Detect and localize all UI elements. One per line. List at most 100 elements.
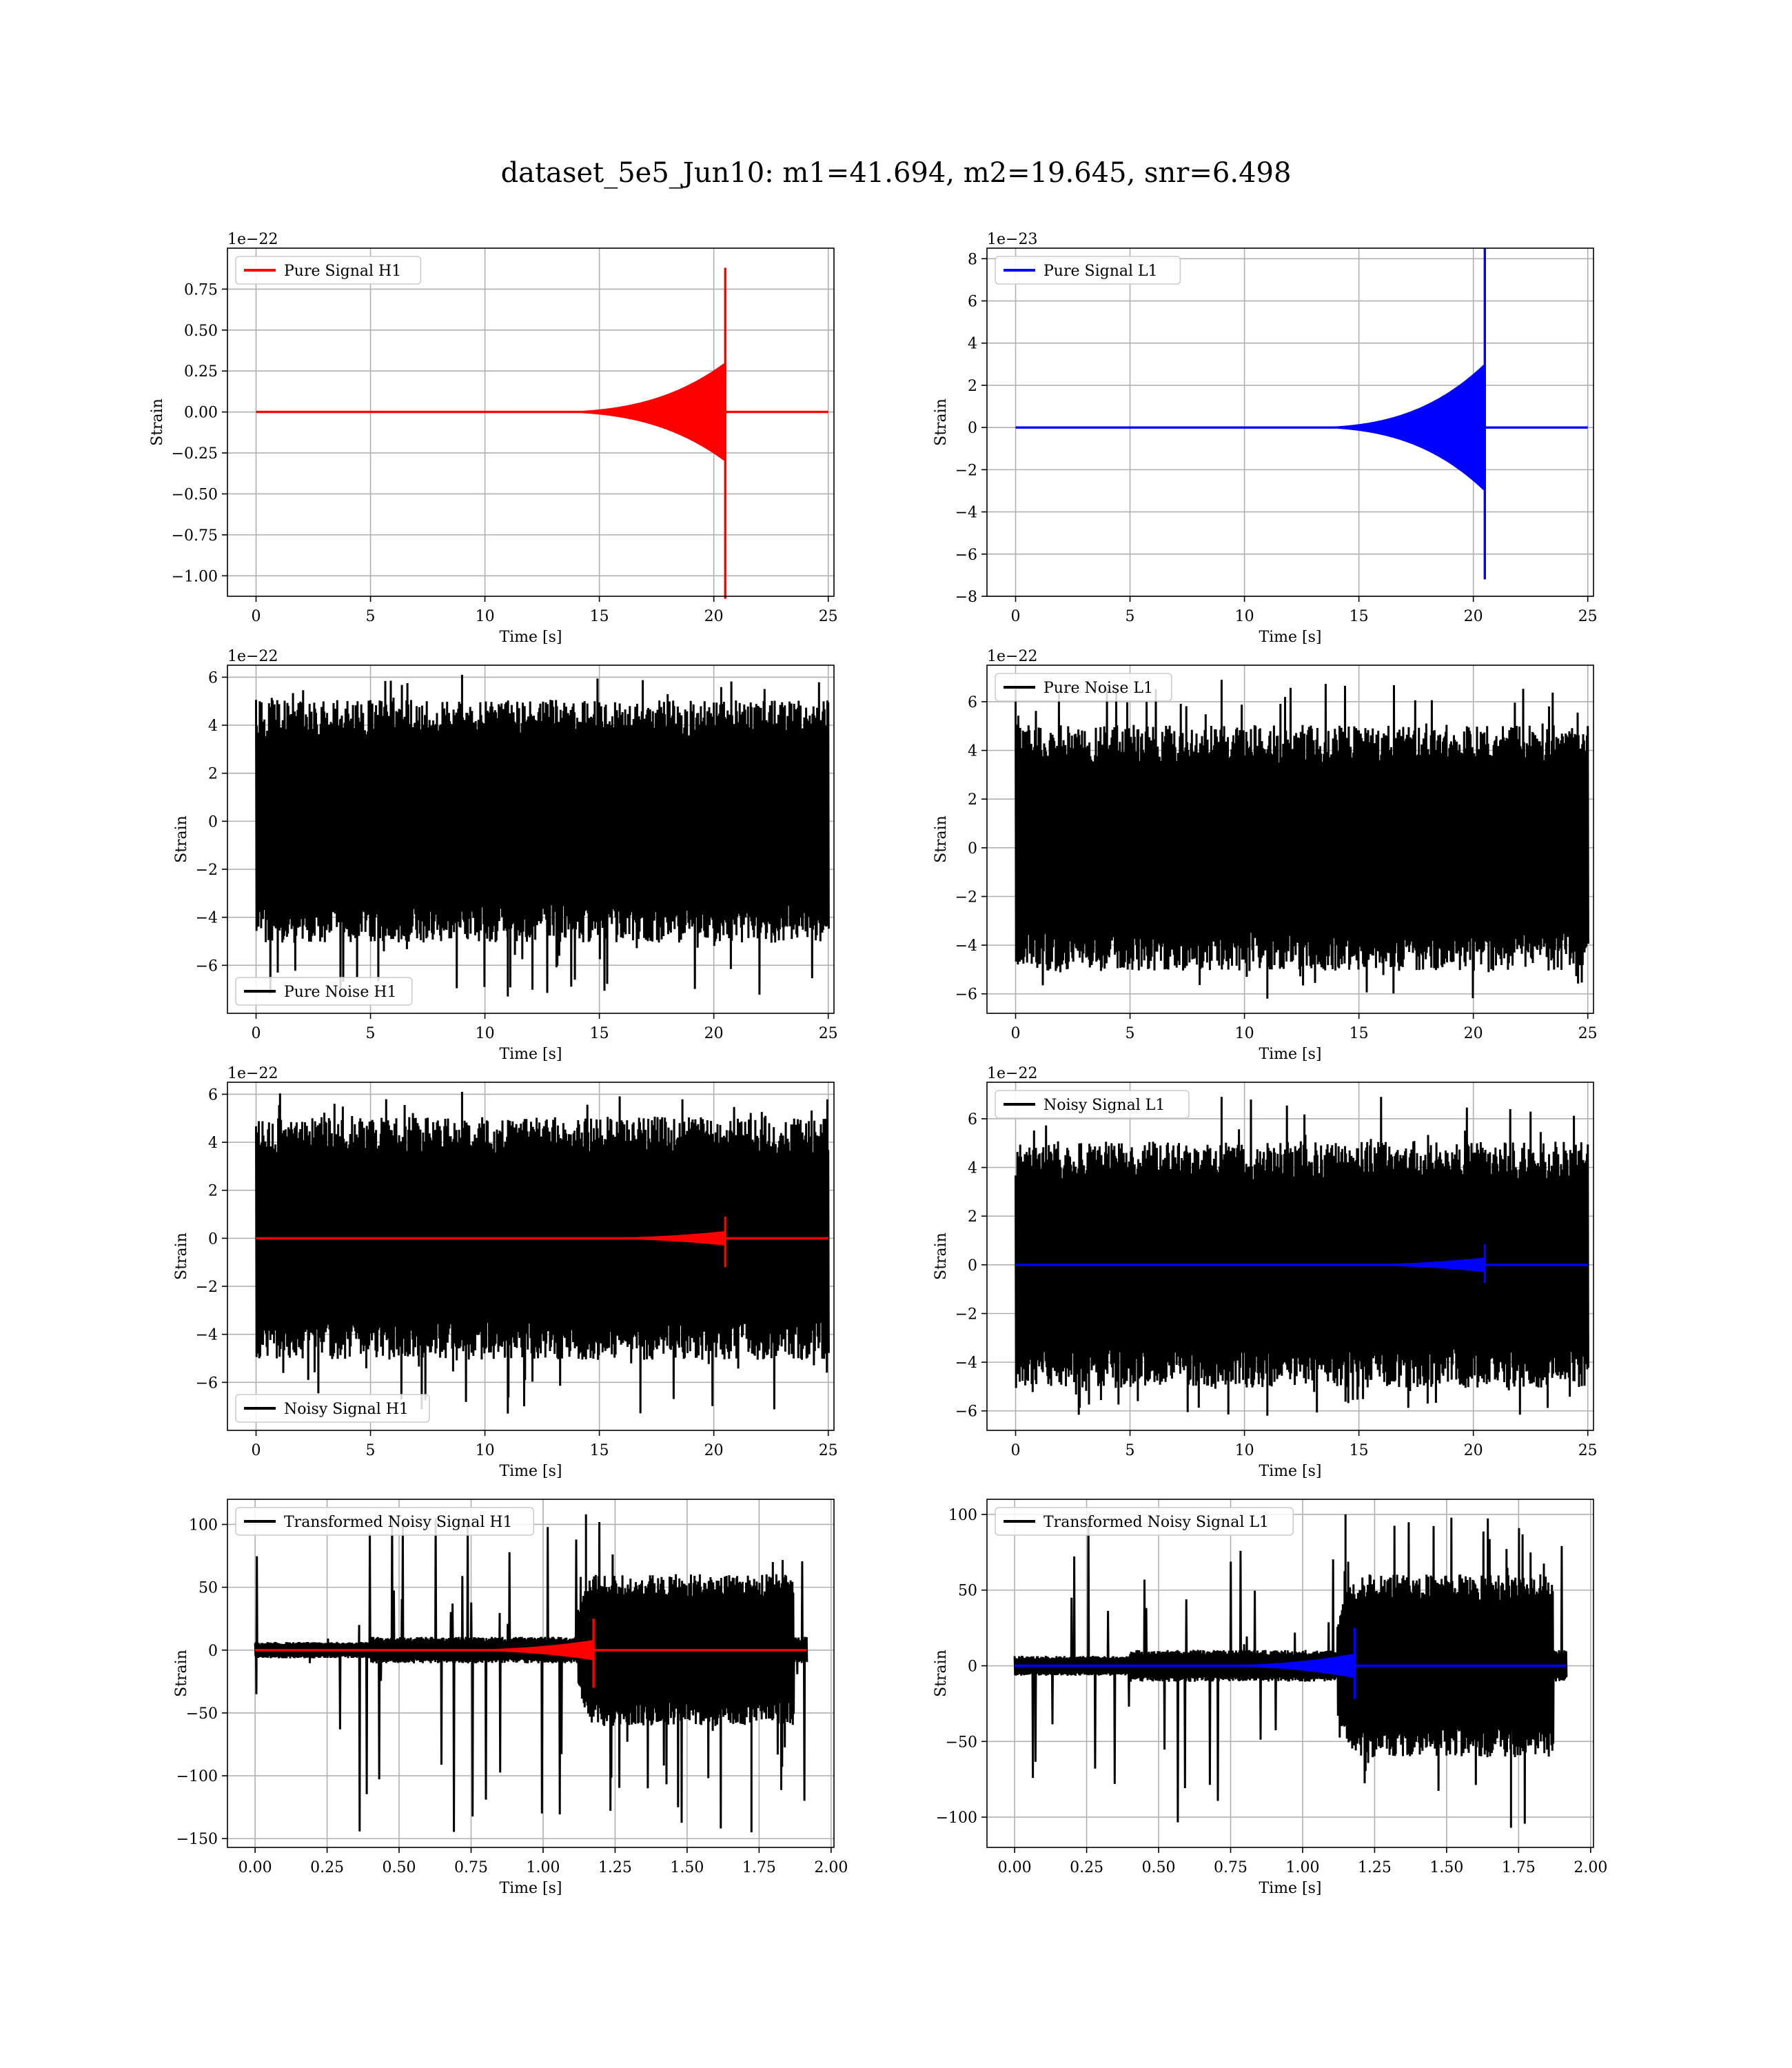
y-tick-label: 2 [208,766,218,783]
transformed-noisy-signal-l1-legend: Transformed Noisy Signal L1 [995,1507,1294,1536]
x-axis-label: Time [s] [1259,1463,1321,1480]
y-tick-label: −2 [955,462,977,479]
y-tick-label: −4 [196,910,218,927]
x-tick-label: 5 [1126,608,1135,625]
x-tick-label: 0 [1011,608,1021,625]
x-tick-label: 0.00 [238,1859,272,1876]
y-tick-label: 2 [208,1183,218,1200]
x-tick-label: 0.50 [1142,1859,1176,1876]
y-tick-label: 2 [968,791,977,809]
legend-label: Transformed Noisy Signal L1 [1043,1514,1269,1531]
y-tick-label: 6 [968,294,977,311]
y-tick-label: 4 [968,1160,977,1177]
offset-text: 1e−22 [227,1065,278,1082]
legend-box [235,1507,535,1536]
x-tick-label: 10 [476,1442,495,1459]
y-tick-label: 0 [968,420,977,437]
x-tick-label: 20 [1464,1025,1483,1042]
legend-box [235,1394,430,1423]
legend-box [995,1507,1294,1536]
x-tick-label: 15 [1350,1442,1369,1459]
y-tick-label: 6 [968,1111,977,1128]
x-tick-label: 1.75 [1502,1859,1536,1876]
y-axis-label: Strain [933,398,950,446]
x-tick-label: 0.25 [310,1859,344,1876]
x-axis-label: Time [s] [1259,629,1321,646]
y-tick-label: 6 [208,669,218,687]
pure-noise-l1-legend: Pure Noise L1 [995,673,1172,702]
x-tick-label: 20 [704,1025,724,1042]
legend-label: Noisy Signal L1 [1043,1097,1165,1114]
legend-box [995,256,1181,285]
y-tick-label: 6 [208,1086,218,1104]
y-tick-label: 4 [968,336,977,353]
y-tick-label: 0.75 [184,281,218,298]
y-tick-label: −2 [196,862,218,879]
x-tick-label: 25 [1578,608,1598,625]
x-tick-label: 15 [590,608,609,625]
y-tick-label: −0.75 [172,527,218,545]
transformed-noisy-signal-l1-series-0 [1013,1514,1568,1828]
x-tick-label: 0 [252,608,261,625]
transformed-noisy-signal-h1-axes: 0.00 0.25 0.50 0.75 1.00 1.25 1.50 1.75 2.00 100 5… [173,1499,848,1897]
noisy-signal-l1-series-0 [1015,1097,1589,1416]
pure-noise-h1-series-0 [255,674,830,997]
x-tick-label: 2.00 [1574,1859,1607,1876]
y-axis-label: Strain [173,1233,190,1280]
y-tick-label: 0 [968,1659,977,1676]
y-tick-label: 0.00 [184,405,218,422]
y-tick-label: −4 [955,505,977,522]
x-tick-label: 1.00 [1285,1859,1319,1876]
y-axis-label: Strain [173,1650,190,1697]
x-tick-label: 10 [1235,608,1254,625]
y-tick-label: −150 [176,1831,218,1848]
y-tick-label: −100 [176,1768,218,1785]
legend-box [235,256,422,285]
x-tick-label: 10 [476,1025,495,1042]
y-tick-label: −6 [955,547,977,564]
y-axis-label: Strain [933,815,950,863]
x-tick-label: 15 [1350,1025,1369,1042]
x-tick-label: 0.75 [454,1859,488,1876]
x-tick-label: 0.50 [383,1859,416,1876]
x-tick-label: 5 [366,608,376,625]
y-tick-label: 4 [208,1135,218,1152]
y-tick-label: −0.50 [172,486,218,503]
y-tick-label: 0.25 [184,363,218,381]
transformed-noisy-signal-h1-series-1 [255,1619,807,1688]
y-tick-label: 100 [189,1517,218,1534]
y-tick-label: −50 [946,1734,977,1751]
y-tick-label: 4 [968,743,977,760]
legend-label: Pure Signal L1 [1043,263,1158,280]
x-tick-label: 0 [252,1442,261,1459]
x-axis-label: Time [s] [499,629,562,646]
x-tick-label: 10 [476,608,495,625]
y-tick-label: 6 [968,694,977,711]
y-tick-label: 4 [208,718,218,735]
x-tick-label: 5 [366,1025,376,1042]
pure-signal-l1-legend: Pure Signal L1 [995,256,1181,285]
x-tick-label: 20 [1464,1442,1483,1459]
x-tick-label: 25 [1578,1442,1598,1459]
legend-label: Pure Signal H1 [284,263,401,280]
noisy-signal-l1-legend: Noisy Signal L1 [995,1090,1190,1119]
y-tick-label: −2 [955,1306,977,1323]
transformed-noisy-signal-h1-legend: Transformed Noisy Signal H1 [235,1507,535,1536]
offset-text: 1e−22 [227,231,278,248]
y-tick-label: −6 [196,957,218,975]
y-axis-label: Strain [933,1650,950,1697]
x-tick-label: 5 [1126,1025,1135,1042]
pure-signal-h1-frame [227,247,835,597]
pure-signal-h1-legend: Pure Signal H1 [235,256,422,285]
noisy-signal-l1-frame [986,1082,1594,1431]
offset-text: 1e−22 [227,648,278,665]
y-tick-label: 2 [968,1208,977,1226]
legend-label: Pure Noise L1 [1043,680,1153,697]
y-tick-label: 100 [948,1507,977,1524]
y-tick-label: 0 [208,1643,218,1660]
x-tick-label: 20 [704,608,724,625]
pure-noise-l1-series-0 [1015,680,1589,999]
